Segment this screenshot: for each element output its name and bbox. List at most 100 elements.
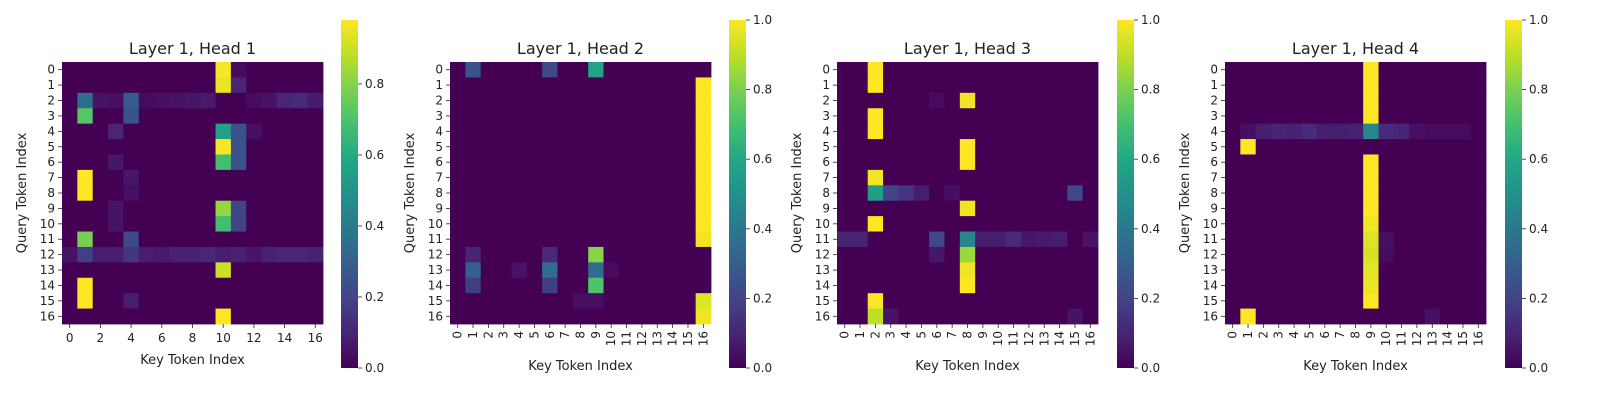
x-tick-label: 0: [451, 331, 465, 339]
heatmap-cell: [292, 77, 309, 94]
heatmap-cell: [1332, 308, 1349, 325]
y-tick-label: 9: [822, 201, 830, 215]
heatmap-cell: [215, 231, 232, 248]
heatmap-cell: [1439, 169, 1456, 186]
heatmap-cell: [664, 262, 681, 279]
heatmap-cell: [77, 123, 94, 140]
heatmap-cell: [184, 216, 201, 232]
heatmap-cell: [169, 308, 186, 325]
heatmap-cell: [246, 154, 262, 171]
heatmap-cell: [511, 262, 528, 279]
heatmap-cell: [154, 308, 170, 325]
heatmap-cell: [465, 277, 482, 294]
heatmap-cell: [990, 216, 1007, 232]
heatmap-cell: [526, 108, 543, 125]
heatmap-cell: [1439, 277, 1456, 294]
heatmap-cell: [883, 246, 899, 263]
heatmap-cell: [215, 262, 232, 279]
heatmap-cell: [77, 308, 94, 325]
heatmap-cell: [215, 92, 232, 109]
heatmap-cell: [169, 262, 186, 279]
heatmap-cell: [184, 62, 201, 78]
heatmap-cell: [276, 123, 293, 140]
heatmap-cell: [184, 262, 201, 279]
heatmap-cell: [680, 77, 697, 94]
heatmap-cell: [123, 200, 140, 217]
heatmap-cell: [1393, 231, 1410, 248]
heatmap-cell: [123, 308, 140, 325]
heatmap-cell: [1409, 216, 1425, 232]
heatmap-cell: [1301, 169, 1318, 186]
x-tick-label: 3: [497, 331, 511, 339]
heatmap-cell: [557, 277, 574, 294]
heatmap-cell: [1409, 108, 1425, 125]
heatmap-cell: [138, 308, 155, 325]
y-tick-label: 5: [1210, 140, 1218, 154]
heatmap-cell: [664, 108, 681, 125]
heatmap-cell: [1470, 246, 1487, 263]
heatmap-cell: [944, 62, 961, 78]
heatmap-cell: [1271, 246, 1287, 263]
y-tick-label: 1: [822, 78, 830, 92]
heatmap-cell: [62, 169, 78, 186]
heatmap-panel-3: Layer 1, Head 30123456789101112131415160…: [790, 13, 1160, 375]
heatmap-cell: [603, 308, 620, 325]
heatmap-cell: [618, 246, 635, 263]
heatmap-cell: [123, 216, 140, 232]
x-tick-label: 10: [991, 331, 1005, 346]
heatmap-cell: [1301, 139, 1318, 155]
heatmap-cell: [695, 169, 712, 186]
heatmap-cell: [292, 108, 309, 125]
heatmap-cell: [62, 154, 78, 171]
heatmap-cell: [1378, 231, 1395, 248]
heatmap-cell: [1271, 92, 1287, 109]
heatmap-cell: [1240, 62, 1257, 78]
heatmap-cell: [92, 139, 109, 155]
heatmap-cell: [1347, 308, 1364, 325]
heatmap-cell: [913, 308, 930, 325]
heatmap-cell: [292, 185, 309, 202]
heatmap-cell: [929, 262, 945, 279]
heatmap-cell: [837, 154, 853, 171]
heatmap-cell: [1225, 231, 1241, 248]
heatmap-cell: [1021, 77, 1037, 94]
heatmap-cell: [276, 77, 293, 94]
heatmap-cell: [108, 77, 124, 94]
heatmap-cell: [1424, 139, 1441, 155]
heatmap-cell: [1301, 277, 1318, 294]
heatmap-cell: [261, 293, 278, 309]
heatmap-cell: [230, 231, 247, 248]
heatmap-cell: [1347, 216, 1364, 232]
heatmap-cell: [852, 108, 869, 125]
y-tick-label: 11: [1203, 232, 1218, 246]
colorbar: [1505, 20, 1522, 368]
heatmap-cell: [664, 216, 681, 232]
heatmap-cell: [230, 108, 247, 125]
heatmap-cell: [1347, 293, 1364, 309]
heatmap-cell: [1301, 77, 1318, 94]
heatmap-cell: [1332, 262, 1349, 279]
heatmap-cell: [246, 277, 262, 294]
heatmap-cell: [307, 200, 324, 217]
heatmap-cell: [261, 139, 278, 155]
heatmap-cell: [634, 216, 650, 232]
heatmap-cell: [138, 216, 155, 232]
heatmap-cell: [450, 293, 466, 309]
heatmap-cell: [695, 246, 712, 263]
heatmap-cell: [1255, 293, 1272, 309]
heatmap-cell: [480, 293, 497, 309]
heatmap-cell: [215, 293, 232, 309]
heatmap-cell: [557, 108, 574, 125]
x-tick-label: 8: [961, 331, 975, 339]
y-tick-label: 16: [428, 309, 443, 323]
x-tick-label: 16: [1083, 331, 1097, 346]
heatmap-cell: [1082, 308, 1099, 325]
heatmap-cell: [837, 92, 853, 109]
heatmap-cell: [649, 108, 666, 125]
heatmap-cell: [511, 62, 528, 78]
heatmap-cell: [1240, 277, 1257, 294]
heatmap-cell: [852, 154, 869, 171]
heatmap-cell: [944, 308, 961, 325]
heatmap-cell: [618, 262, 635, 279]
heatmap-cell: [1036, 262, 1053, 279]
